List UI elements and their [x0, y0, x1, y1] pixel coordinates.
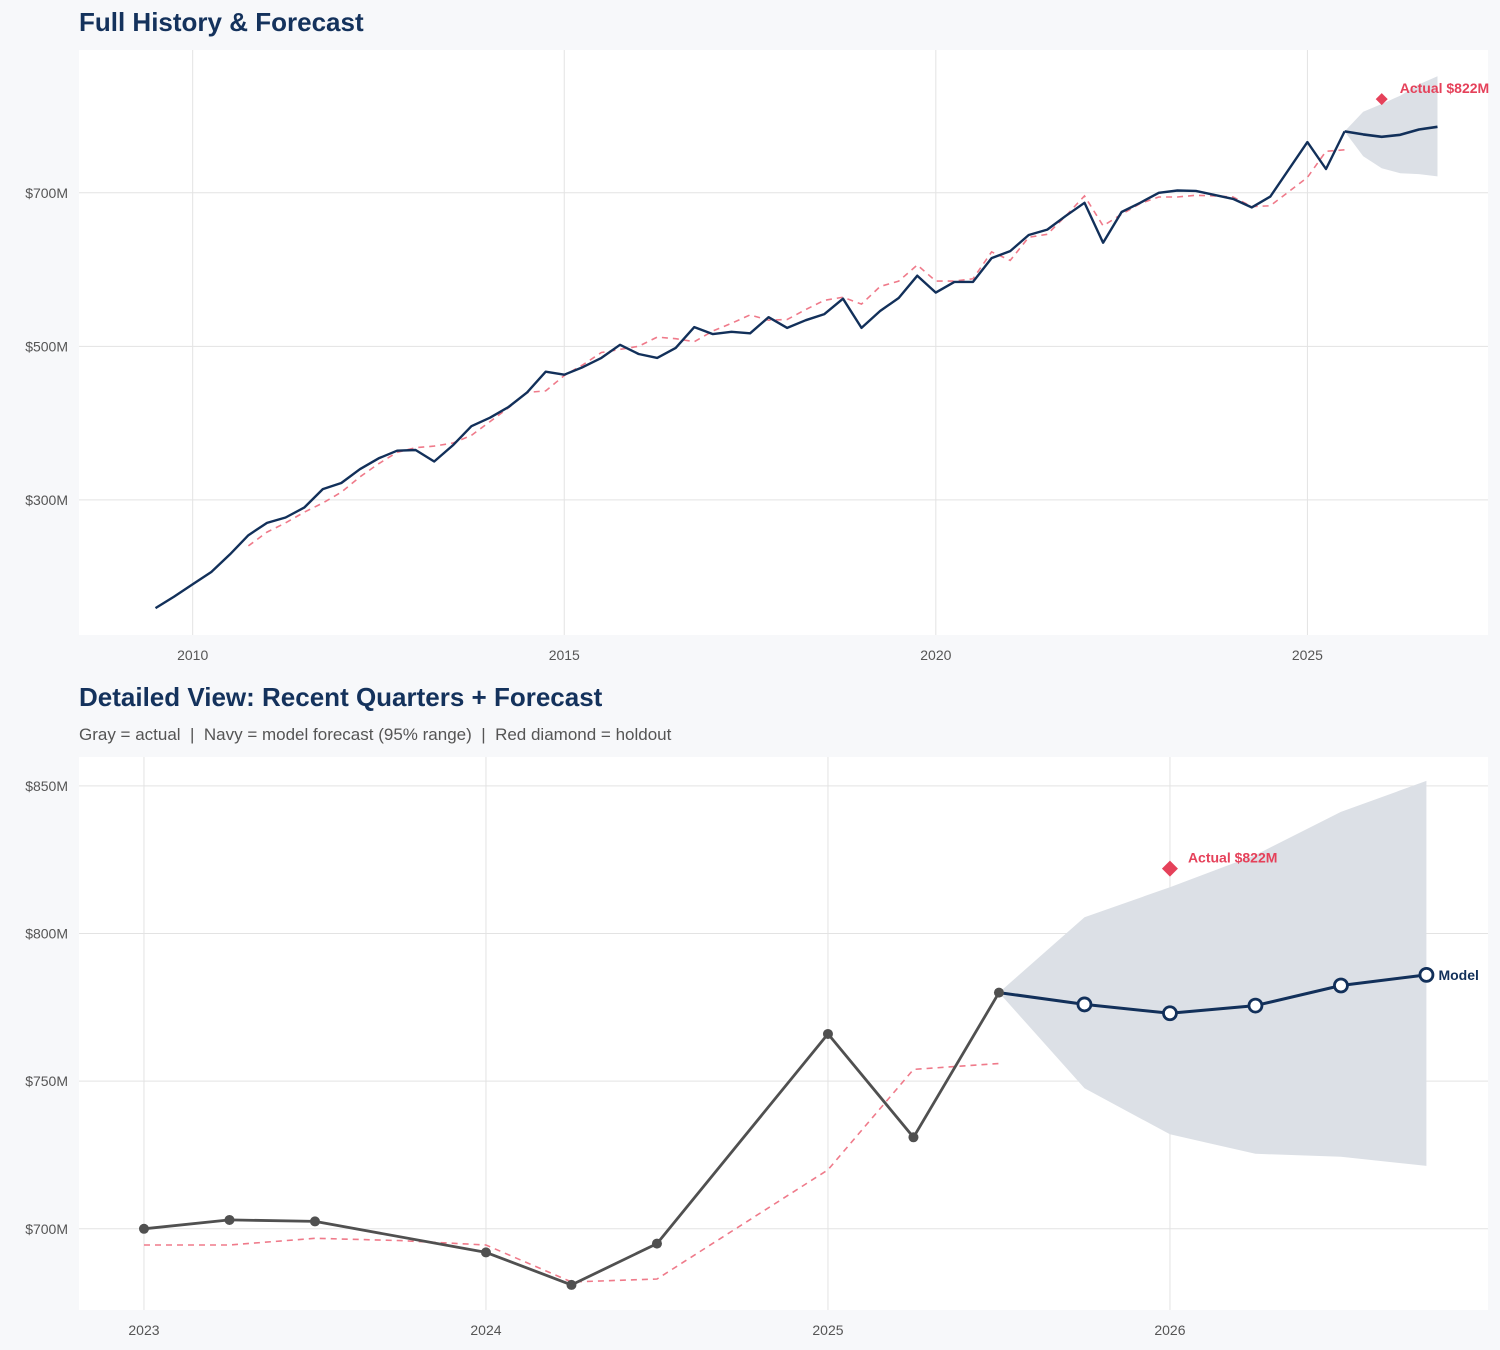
forecast-point — [1162, 1005, 1178, 1022]
fitted-line — [247, 149, 1345, 547]
plot-area — [79, 50, 1488, 635]
holdout-label: Actual $822M — [1400, 80, 1489, 96]
plot-content: Actual $822M Model — [138, 780, 1479, 1290]
y-tick-label: $500M — [25, 338, 68, 354]
forecast-point — [1076, 996, 1093, 1013]
forecast-95-band — [999, 780, 1427, 1166]
fitted-line — [144, 1062, 1000, 1283]
actual-point — [993, 987, 1004, 998]
bottom-chart: 2023 2024 2025 2026 $700M $750M $800M $850M Actu… — [25, 757, 1488, 1338]
holdout-diamond — [1161, 860, 1178, 877]
holdout-label: Actual $822M — [1188, 850, 1277, 866]
x-tick-label: 2010 — [177, 647, 208, 663]
y-tick-label: $800M — [25, 926, 68, 942]
forecast-point — [1247, 997, 1264, 1014]
forecast-95-band — [1344, 76, 1438, 177]
actual-point — [224, 1214, 235, 1225]
actual-line — [154, 130, 1346, 610]
y-tick-label: $750M — [25, 1073, 68, 1089]
y-tick-label: $300M — [25, 492, 68, 508]
actual-point — [651, 1238, 662, 1249]
forecast-line — [998, 973, 1427, 1015]
y-tick-label: $850M — [25, 778, 68, 794]
top-chart-title: Full History & Forecast — [79, 7, 364, 37]
actual-point — [566, 1279, 577, 1290]
forecast-point — [1418, 966, 1435, 983]
x-tick-label: 2020 — [920, 647, 951, 663]
actual-point — [908, 1132, 919, 1143]
x-tick-label: 2025 — [812, 1322, 843, 1338]
plot-content: Actual $822M — [154, 76, 1489, 610]
actual-point — [822, 1028, 833, 1039]
y-tick-label: $700M — [25, 185, 68, 201]
x-tick-label: 2015 — [549, 647, 580, 663]
top-chart: 2010 2015 2020 2025 $300M $500M $700M Actual $8… — [25, 50, 1489, 663]
actual-point — [138, 1223, 149, 1234]
forecast-label: Model — [1438, 967, 1478, 983]
holdout-diamond — [1375, 93, 1388, 106]
bottom-chart-subtitle: Gray = actual | Navy = model forecast (9… — [79, 725, 672, 744]
y-tick-label: $700M — [25, 1221, 68, 1237]
forecast-line — [1344, 125, 1438, 139]
x-tick-label: 2026 — [1154, 1322, 1185, 1338]
actual-point — [309, 1216, 320, 1227]
x-tick-label: 2024 — [470, 1322, 501, 1338]
x-tick-label: 2025 — [1292, 647, 1323, 663]
bottom-chart-title: Detailed View: Recent Quarters + Forecas… — [79, 682, 603, 712]
actual-point — [480, 1247, 491, 1258]
x-tick-label: 2023 — [128, 1322, 159, 1338]
forecast-point — [1333, 977, 1349, 994]
